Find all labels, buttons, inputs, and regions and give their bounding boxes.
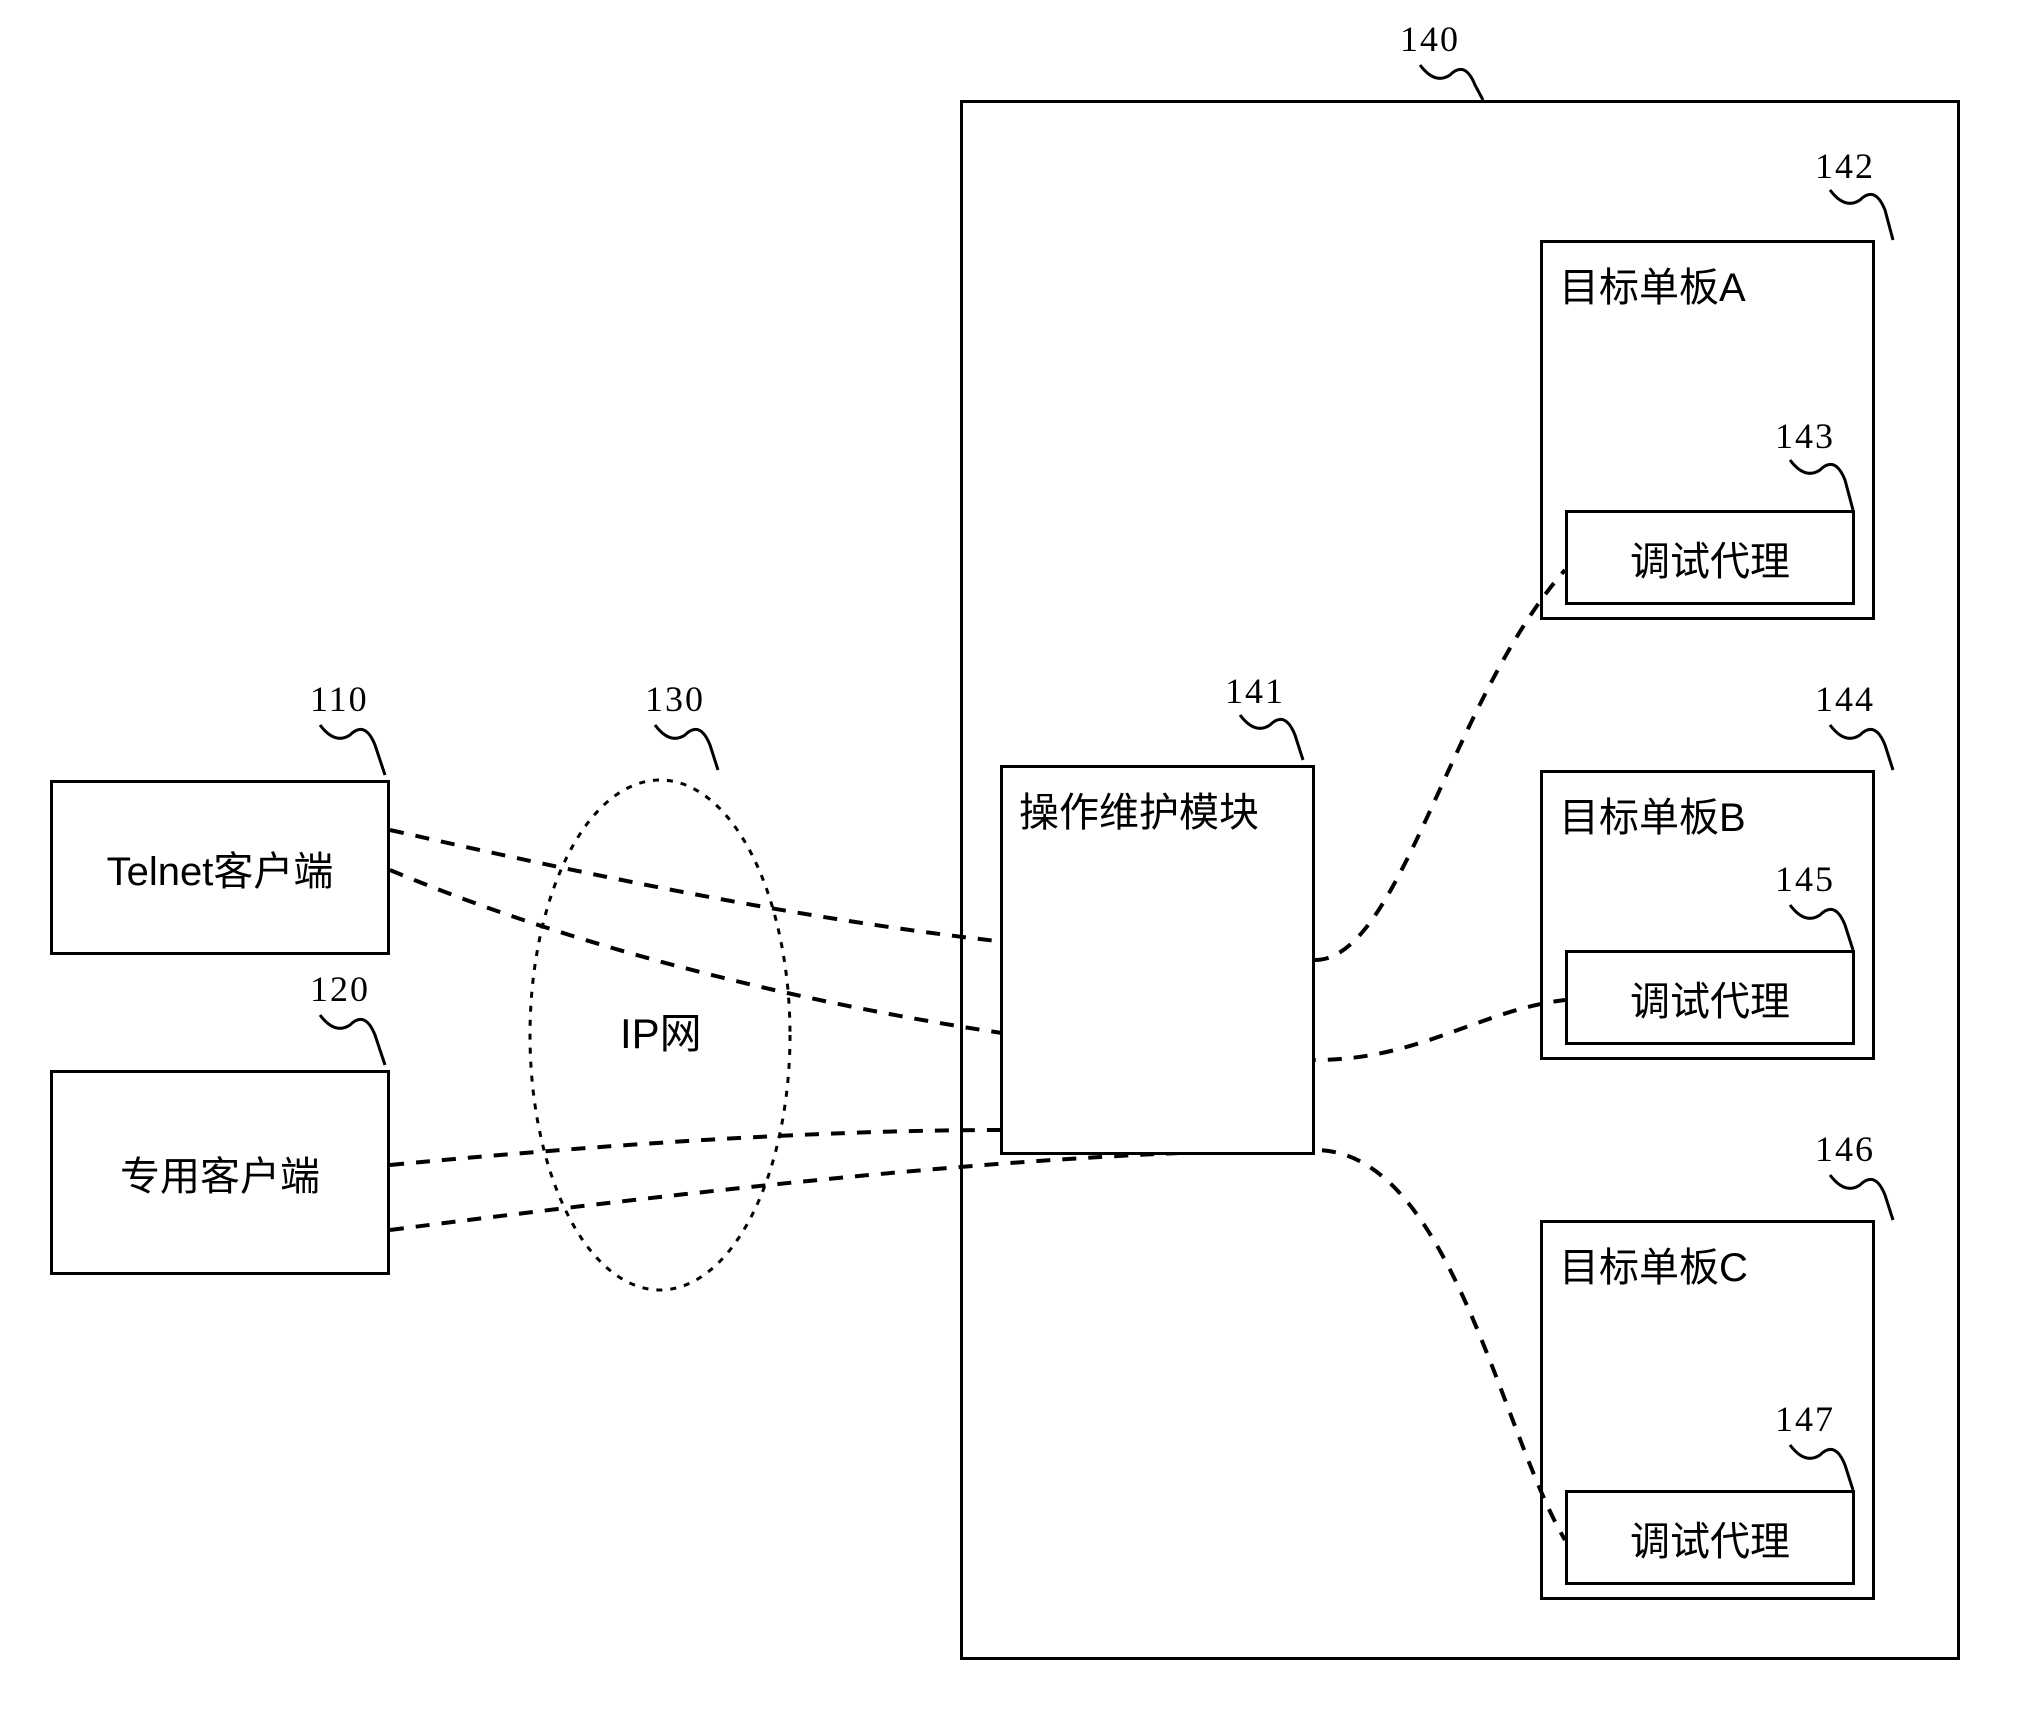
ref-120: 120: [310, 968, 370, 1010]
ref-146: 146: [1815, 1128, 1875, 1170]
ip-network-label: IP网: [620, 1000, 702, 1061]
ref-143: 143: [1775, 415, 1835, 457]
om-module-box: 操作维护模块: [1000, 765, 1315, 1155]
board-a-label: 目标单板A: [1559, 255, 1746, 313]
ref-130: 130: [645, 678, 705, 720]
ref-142: 142: [1815, 145, 1875, 187]
leader-140: [1420, 65, 1483, 100]
agent-a-box: 调试代理: [1565, 510, 1855, 605]
ref-110: 110: [310, 678, 369, 720]
telnet-client-label: Telnet客户端: [107, 839, 334, 897]
ref-147: 147: [1775, 1398, 1835, 1440]
ref-145: 145: [1775, 858, 1835, 900]
leader-130: [655, 725, 718, 770]
leader-110: [320, 725, 385, 775]
om-module-label: 操作维护模块: [1019, 780, 1259, 838]
agent-c-label: 调试代理: [1630, 1509, 1790, 1567]
board-c-label: 目标单板C: [1559, 1235, 1748, 1293]
leader-120: [320, 1015, 385, 1065]
agent-c-box: 调试代理: [1565, 1490, 1855, 1585]
ref-141: 141: [1225, 670, 1285, 712]
ref-140: 140: [1400, 18, 1460, 60]
dedicated-client-box: 专用客户端: [50, 1070, 390, 1275]
board-b-label: 目标单板B: [1559, 785, 1746, 843]
diagram-container: Telnet客户端 专用客户端 操作维护模块 目标单板A 调试代理 目标单板B …: [0, 0, 2036, 1710]
dedicated-client-label: 专用客户端: [120, 1144, 320, 1202]
ref-144: 144: [1815, 678, 1875, 720]
telnet-client-box: Telnet客户端: [50, 780, 390, 955]
edge-dedicated-om: [390, 1130, 1000, 1165]
agent-b-box: 调试代理: [1565, 950, 1855, 1045]
agent-a-label: 调试代理: [1630, 529, 1790, 587]
agent-b-label: 调试代理: [1630, 969, 1790, 1027]
